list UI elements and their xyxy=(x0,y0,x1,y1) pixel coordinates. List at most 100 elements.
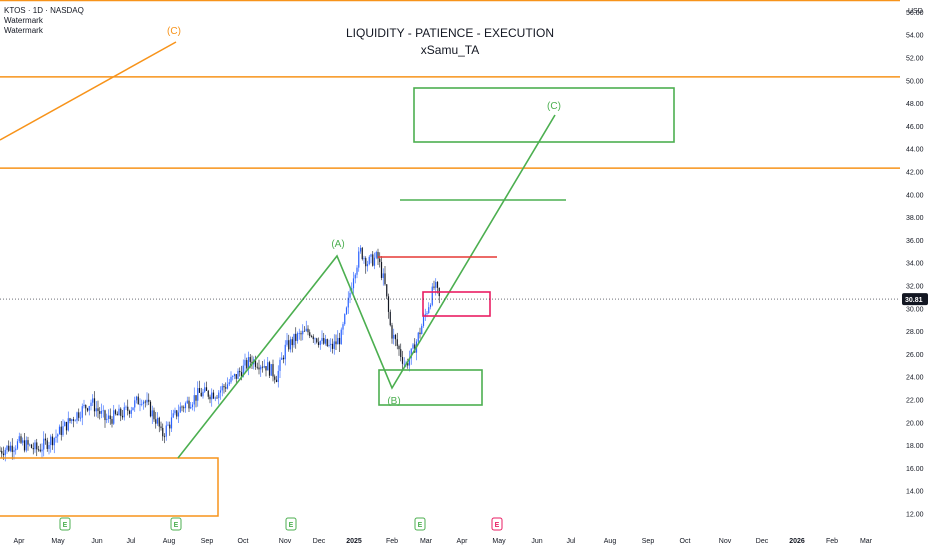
candle-body xyxy=(27,440,29,445)
price-tick-label: 18.00 xyxy=(906,443,924,450)
candle-body xyxy=(295,333,297,341)
candle-body xyxy=(29,444,31,446)
candle-body xyxy=(184,403,187,409)
candles xyxy=(0,245,440,462)
candle-body xyxy=(135,396,138,401)
price-tick-label: 52.00 xyxy=(906,56,924,63)
price-tick-label: 30.00 xyxy=(906,306,924,313)
price-tick-label: 12.00 xyxy=(906,512,924,519)
candle-body xyxy=(85,404,87,409)
orange-trend-line xyxy=(0,41,177,141)
candle-body xyxy=(134,400,136,408)
candle-body xyxy=(197,388,199,401)
candle-body xyxy=(18,436,20,442)
candle-body xyxy=(43,438,45,450)
candle-body xyxy=(8,445,10,451)
candle-body xyxy=(226,384,229,389)
candle-body xyxy=(316,338,318,343)
watermark-label-1: Watermark xyxy=(4,16,43,25)
earnings-marker-box xyxy=(285,517,297,531)
candle-body xyxy=(181,406,183,408)
candle-body xyxy=(25,440,27,451)
candle-body xyxy=(286,340,288,345)
price-tick-label: 36.00 xyxy=(906,238,924,245)
candle-body xyxy=(323,338,325,344)
candle-body xyxy=(205,387,208,391)
candle-body xyxy=(137,396,139,405)
time-tick-label: Nov xyxy=(279,538,292,545)
candle-body xyxy=(50,436,52,446)
candle-body xyxy=(216,397,218,399)
candle-body xyxy=(333,341,335,349)
candle-body xyxy=(380,261,383,278)
candle-body xyxy=(426,312,428,315)
candle-body xyxy=(130,410,132,414)
candle-body xyxy=(202,391,204,397)
candle-body xyxy=(155,419,157,424)
price-tick-label: 50.00 xyxy=(906,78,924,85)
candle-body xyxy=(375,252,377,258)
time-tick-label: Mar xyxy=(860,538,873,545)
price-tick-label: 32.00 xyxy=(906,284,924,291)
candle-body xyxy=(282,357,285,360)
chart-overlay-author: xSamu_TA xyxy=(420,43,480,57)
candle-body xyxy=(337,337,339,345)
candle-body xyxy=(331,343,334,349)
time-tick-label: Apr xyxy=(14,538,26,545)
price-tick-label: 56.00 xyxy=(906,10,924,17)
candle-body xyxy=(142,401,145,404)
time-tick-label: Jul xyxy=(127,538,136,545)
candle-body xyxy=(90,402,92,407)
candle-body xyxy=(239,370,241,373)
candle-body xyxy=(429,304,432,308)
candle-body xyxy=(78,412,80,418)
candle-body xyxy=(114,410,117,414)
time-tick-label: Nov xyxy=(719,538,732,545)
orange-demand-zone xyxy=(0,457,219,517)
price-axis: 12.00 14.00 16.00 18.00 20.00 22.00 24.00 26.00… xyxy=(906,8,924,519)
candle-body xyxy=(370,254,372,257)
candle-body xyxy=(289,339,292,350)
target-zone-box xyxy=(413,87,675,143)
candle-body xyxy=(384,273,386,285)
earnings-marker-box xyxy=(491,517,503,531)
time-tick-label: Aug xyxy=(163,538,176,545)
price-tick-label: 26.00 xyxy=(906,352,924,359)
candle-body xyxy=(204,387,206,392)
candle-body xyxy=(102,410,104,412)
candle-body xyxy=(139,404,141,405)
candle-body xyxy=(379,258,381,262)
candle-body xyxy=(270,364,272,376)
price-tick-label: 48.00 xyxy=(906,101,924,108)
candle-body xyxy=(211,392,213,400)
candle-body xyxy=(347,297,349,308)
candle-body xyxy=(79,417,82,419)
candle-body xyxy=(305,328,307,331)
time-tick-label: Dec xyxy=(313,538,326,545)
candle-body xyxy=(153,410,155,420)
candle-body xyxy=(83,404,85,407)
candle-body xyxy=(401,357,404,364)
candle-body xyxy=(435,281,437,288)
candle-body xyxy=(319,340,321,346)
candle-body xyxy=(267,362,269,371)
candle-body xyxy=(368,256,370,265)
candle-body xyxy=(167,424,169,426)
candle-body xyxy=(345,307,348,315)
candle-body xyxy=(247,357,250,369)
buy-zone-box xyxy=(378,369,483,406)
candle-body xyxy=(431,286,433,305)
candle-body xyxy=(4,449,6,456)
wave-label-c-orange: (C) xyxy=(167,26,181,37)
candle-body xyxy=(174,410,176,414)
candle-body xyxy=(44,438,47,441)
candle-body xyxy=(386,284,388,297)
candle-body xyxy=(118,408,120,416)
candle-body xyxy=(249,357,251,362)
candle-body xyxy=(309,332,311,337)
candle-body xyxy=(179,406,181,413)
candle-body xyxy=(310,336,313,337)
